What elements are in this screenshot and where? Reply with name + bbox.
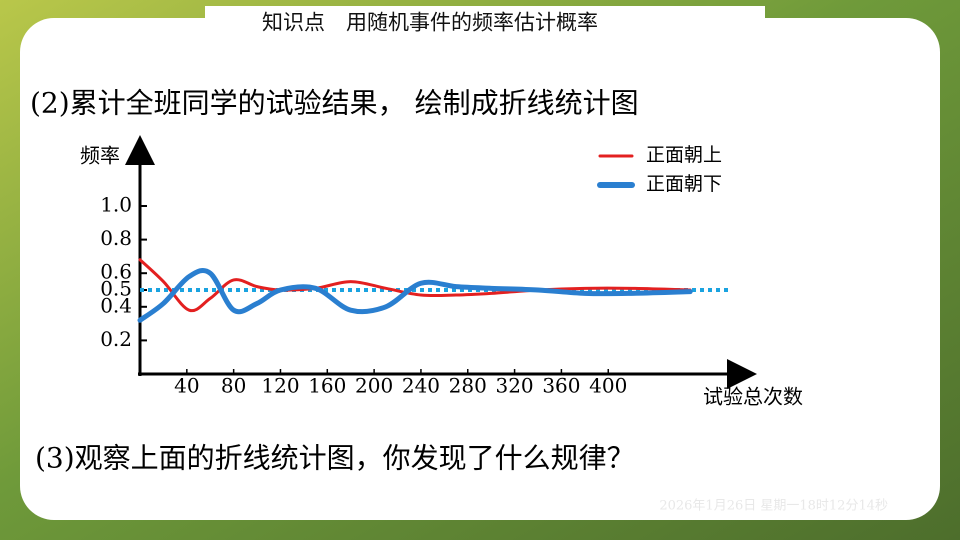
y-tick-label: 0.4 — [100, 293, 132, 317]
y-tick-label: 0.8 — [100, 226, 132, 250]
y-tick-label: 0.5 — [100, 277, 132, 301]
x-tick-label: 240 — [402, 374, 440, 398]
question: (2)累计全班同学的试验结果， 绘制成折线统计图 — [30, 87, 639, 120]
x-tick-label: 40 — [174, 374, 199, 398]
y-axis-label: 频率 — [80, 144, 120, 168]
content-panel — [20, 18, 940, 520]
x-tick-label: 160 — [308, 374, 346, 398]
timestamp: 2026年1月26日 星期一18时12分14秒 — [659, 499, 888, 514]
y-tick-label: 0.2 — [100, 327, 132, 351]
title-bar — [205, 6, 765, 40]
x-tick-label: 200 — [355, 374, 393, 398]
question: (3)观察上面的折线统计图，你发现了什么规律？ — [35, 442, 635, 475]
x-tick-label: 320 — [495, 374, 533, 398]
y-tick-label: 0.6 — [100, 260, 132, 284]
legend-label: 正面朝上 — [646, 144, 722, 166]
header-title: 知识点 用随机事件的频率估计概率 — [262, 11, 598, 35]
x-tick-label: 280 — [449, 374, 487, 398]
x-tick-label: 80 — [221, 374, 246, 398]
x-tick-label: 400 — [589, 374, 627, 398]
x-tick-label: 120 — [261, 374, 299, 398]
y-tick-label: 1.0 — [100, 193, 132, 217]
chart: 频率 试验总次数 0.2 0.40.50.6 0.8 1.0 40 80 120 160 200… — [80, 135, 803, 409]
x-axis-label: 试验总次数 — [703, 385, 803, 409]
legend-label: 正面朝下 — [646, 173, 722, 195]
series-line — [137, 267, 693, 323]
x-tick-label: 360 — [542, 374, 580, 398]
